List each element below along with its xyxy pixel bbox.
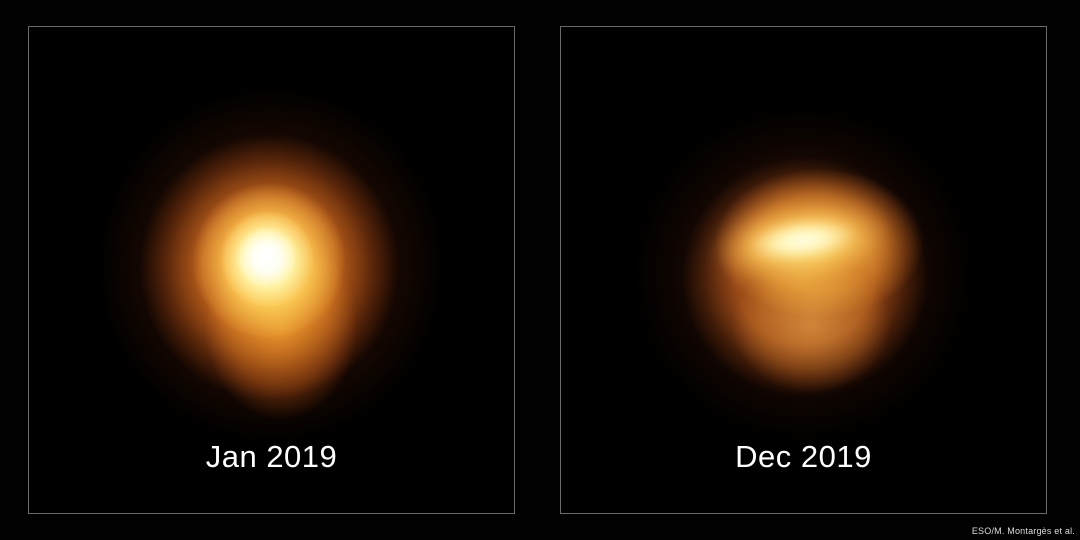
star-bright-spot-core	[744, 213, 860, 267]
image-credit: ESO/M. Montargès et al.	[971, 526, 1075, 536]
betelgeuse-panel-jan-2019: Jan 2019	[28, 26, 515, 514]
star-bright-spot-glow	[706, 192, 898, 292]
panel-date-label: Jan 2019	[205, 439, 338, 474]
panel-date-label: Dec 2019	[735, 439, 872, 474]
betelgeuse-panel-dec-2019: Dec 2019	[560, 26, 1047, 514]
